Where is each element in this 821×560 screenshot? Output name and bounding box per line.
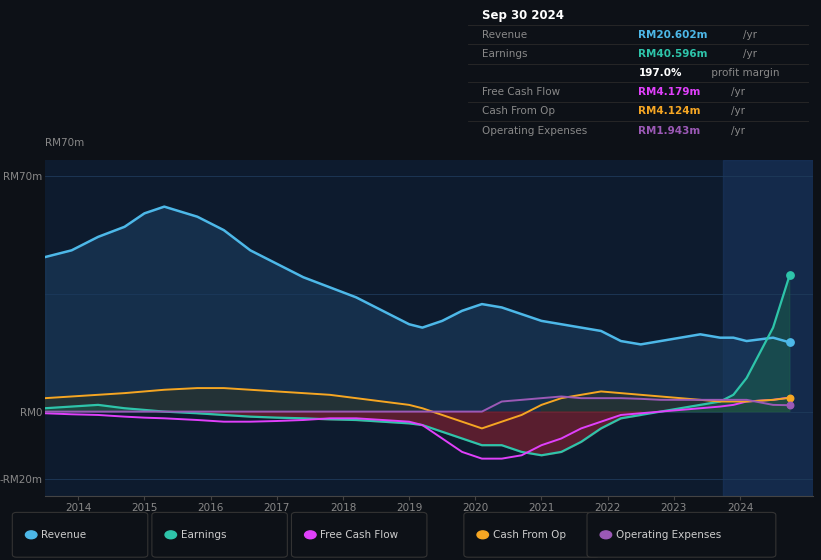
Text: RM4.124m: RM4.124m	[639, 106, 701, 116]
Point	[783, 401, 796, 410]
Text: Revenue: Revenue	[41, 530, 86, 540]
Text: /yr: /yr	[731, 126, 745, 136]
Text: RM40.596m: RM40.596m	[639, 49, 708, 59]
Text: RM70m: RM70m	[45, 138, 85, 148]
Text: Cash From Op: Cash From Op	[482, 106, 555, 116]
Point	[783, 270, 796, 279]
Text: Sep 30 2024: Sep 30 2024	[482, 9, 563, 22]
Text: /yr: /yr	[742, 30, 757, 40]
Text: Free Cash Flow: Free Cash Flow	[320, 530, 398, 540]
Text: profit margin: profit margin	[708, 68, 779, 78]
Text: 197.0%: 197.0%	[639, 68, 681, 78]
Point	[783, 338, 796, 347]
Text: Operating Expenses: Operating Expenses	[616, 530, 721, 540]
Text: Cash From Op: Cash From Op	[493, 530, 566, 540]
Text: Free Cash Flow: Free Cash Flow	[482, 87, 560, 97]
Text: /yr: /yr	[742, 49, 757, 59]
Text: /yr: /yr	[731, 87, 745, 97]
Point	[783, 393, 796, 402]
Text: RM4.179m: RM4.179m	[639, 87, 700, 97]
Text: Earnings: Earnings	[482, 49, 527, 59]
Text: /yr: /yr	[731, 106, 745, 116]
Text: Operating Expenses: Operating Expenses	[482, 126, 587, 136]
Text: Revenue: Revenue	[482, 30, 527, 40]
Text: Earnings: Earnings	[181, 530, 226, 540]
Bar	[723, 160, 813, 496]
Text: RM20.602m: RM20.602m	[639, 30, 708, 40]
Text: RM1.943m: RM1.943m	[639, 126, 700, 136]
